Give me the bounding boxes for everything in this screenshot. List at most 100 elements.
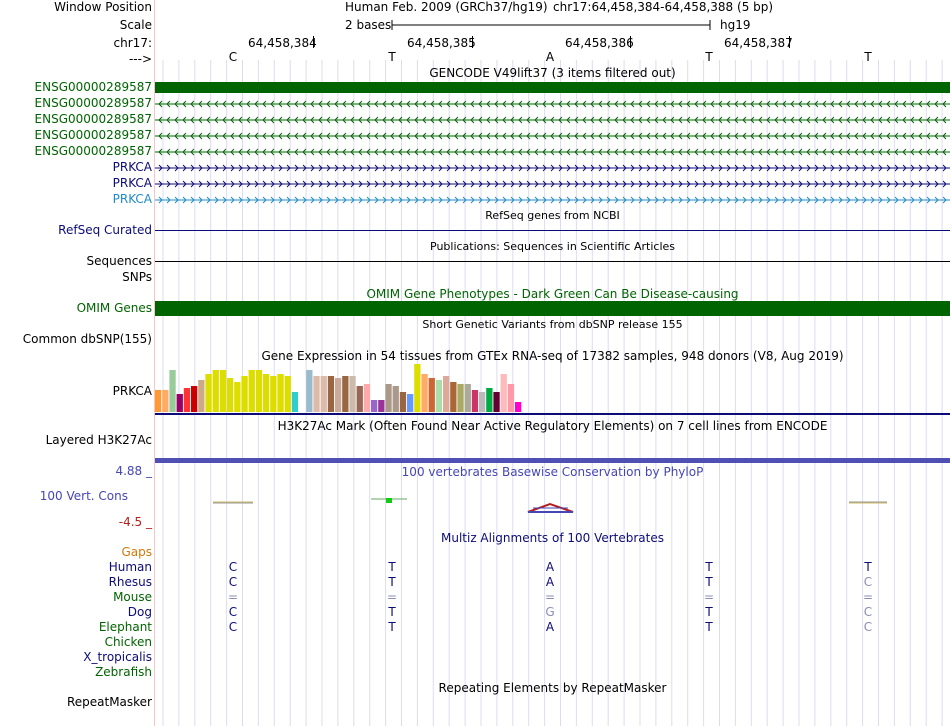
omim-bar[interactable] (155, 301, 950, 316)
gencode-track-label[interactable]: ENSG00000289587 (34, 96, 152, 110)
gtex-tissue-bar (255, 370, 263, 412)
refseq-line (155, 230, 950, 231)
repeatmasker-label[interactable]: RepeatMasker (66, 695, 152, 709)
gtex-tissue-bar (515, 402, 522, 412)
chrom-label: chr17: (113, 36, 152, 50)
gtex-tissue-bar (414, 364, 421, 412)
gtex-baseline (155, 413, 950, 415)
sequence-base: C (228, 50, 238, 64)
gencode-transcript[interactable] (155, 162, 950, 174)
gtex-tissue-bar (227, 378, 234, 412)
tick-label-1: 64,458,384 (248, 36, 317, 50)
gencode-title: GENCODE V49lift37 (3 items filtered out) (429, 66, 676, 80)
publications-title: Publications: Sequences in Scientific Ar… (430, 240, 675, 253)
gencode-transcript[interactable] (155, 82, 950, 94)
gtex-tissue-bar (471, 390, 479, 412)
gtex-tissue-bar (450, 382, 457, 412)
dbsnp-label[interactable]: Common dbSNP(155) (22, 332, 152, 346)
alignment-base: C (863, 620, 873, 634)
alignment-base: C (228, 560, 238, 574)
gtex-tissue-bar (457, 384, 464, 412)
h3k27ac-title: H3K27Ac Mark (Often Found Near Active Re… (277, 419, 828, 433)
gencode-transcript[interactable] (155, 178, 950, 190)
gtex-tissue-bar (335, 378, 342, 412)
gtex-tissue-bar (162, 390, 169, 412)
multiz-species-label[interactable]: X_tropicalis (83, 650, 152, 664)
gtex-tissue-bar (435, 380, 443, 412)
gtex-tissue-bar (385, 384, 392, 412)
alignment-base: C (863, 575, 873, 589)
gencode-transcript[interactable] (155, 98, 950, 110)
scale-label: Scale (119, 18, 152, 32)
gtex-tissue-bar (198, 380, 205, 412)
gtex-tissue-bar (306, 370, 313, 412)
gencode-transcript[interactable] (155, 146, 950, 158)
db-text: hg19 (720, 18, 751, 32)
h3k27ac-label[interactable]: Layered H3K27Ac (45, 433, 152, 447)
omim-label[interactable]: OMIM Genes (76, 301, 152, 315)
gtex-tissue-bar (378, 400, 385, 412)
refseq-label[interactable]: RefSeq Curated (58, 223, 152, 237)
multiz-species-label[interactable]: Elephant (98, 620, 152, 634)
phylop-signal[interactable] (155, 490, 950, 520)
gencode-transcript[interactable] (155, 130, 950, 142)
gencode-track-label[interactable]: PRKCA (112, 160, 152, 174)
snps-label[interactable]: SNPs (122, 270, 152, 284)
multiz-species-label[interactable]: Rhesus (108, 575, 152, 589)
alignment-base: T (388, 575, 396, 589)
publications-line (155, 261, 950, 262)
multiz-species-label[interactable]: Dog (127, 605, 152, 619)
multiz-species-label[interactable]: Chicken (104, 635, 152, 649)
alignment-base: T (388, 560, 396, 574)
gtex-tissue-bar (299, 406, 306, 412)
position-text: chr17:64,458,384-64,458,388 (5 bp) (553, 0, 774, 14)
alignment-base: C (863, 605, 873, 619)
gencode-track-label[interactable]: PRKCA (112, 176, 152, 190)
gtex-label[interactable]: PRKCA (112, 384, 152, 398)
multiz-species-label[interactable]: Mouse (113, 590, 152, 604)
dbsnp-title: Short Genetic Variants from dbSNP releas… (422, 318, 683, 331)
alignment-base: A (545, 575, 555, 589)
alignment-base: T (705, 620, 713, 634)
gencode-track-label[interactable]: ENSG00000289587 (34, 80, 152, 94)
multiz-species-label[interactable]: Zebrafish (95, 665, 152, 679)
gencode-track-label[interactable]: PRKCA (112, 192, 152, 206)
alignment-base: T (864, 560, 872, 574)
scale-text: 2 bases (345, 18, 392, 32)
tick-mark (472, 36, 473, 48)
publications-label[interactable]: Sequences (86, 254, 152, 268)
gtex-tissue-bar (363, 384, 371, 412)
tick-mark (630, 36, 631, 48)
gencode-track-label[interactable]: ENSG00000289587 (34, 144, 152, 158)
alignment-base: C (228, 620, 238, 634)
gencode-transcript[interactable] (155, 114, 950, 126)
sequence-base: A (545, 50, 555, 64)
phylop-label[interactable]: 100 Vert. Cons (39, 489, 128, 503)
gtex-tissue-bar (248, 370, 255, 412)
h3k27ac-signal[interactable] (155, 458, 950, 463)
gencode-track-label[interactable]: ENSG00000289587 (34, 128, 152, 142)
gencode-track-label[interactable]: ENSG00000289587 (34, 112, 152, 126)
gaps-label[interactable]: Gaps (121, 545, 152, 559)
alignment-base: C (228, 575, 238, 589)
gtex-tissue-bar (270, 376, 277, 412)
alignment-base: T (388, 605, 396, 619)
alignment-base: T (388, 620, 396, 634)
gtex-expression-bars[interactable] (155, 362, 535, 414)
alignment-base: = (544, 590, 556, 604)
repeatmasker-title: Repeating Elements by RepeatMasker (438, 681, 667, 695)
gtex-tissue-bar (263, 374, 270, 412)
alignment-base: = (703, 590, 715, 604)
gtex-tissue-bar (500, 374, 507, 412)
gencode-transcript[interactable] (155, 194, 950, 206)
gtex-tissue-bar (241, 376, 248, 412)
gtex-tissue-bar (320, 376, 327, 412)
alignment-base: G (545, 605, 555, 619)
window-position-label: Window Position (54, 0, 152, 14)
multiz-title: Multiz Alignments of 100 Vertebrates (440, 531, 665, 545)
multiz-species-label[interactable]: Human (108, 560, 152, 574)
sequence-base: T (864, 50, 872, 64)
gtex-tissue-bar (507, 384, 515, 412)
gtex-tissue-bar (176, 394, 183, 412)
gtex-tissue-bar (349, 376, 356, 412)
